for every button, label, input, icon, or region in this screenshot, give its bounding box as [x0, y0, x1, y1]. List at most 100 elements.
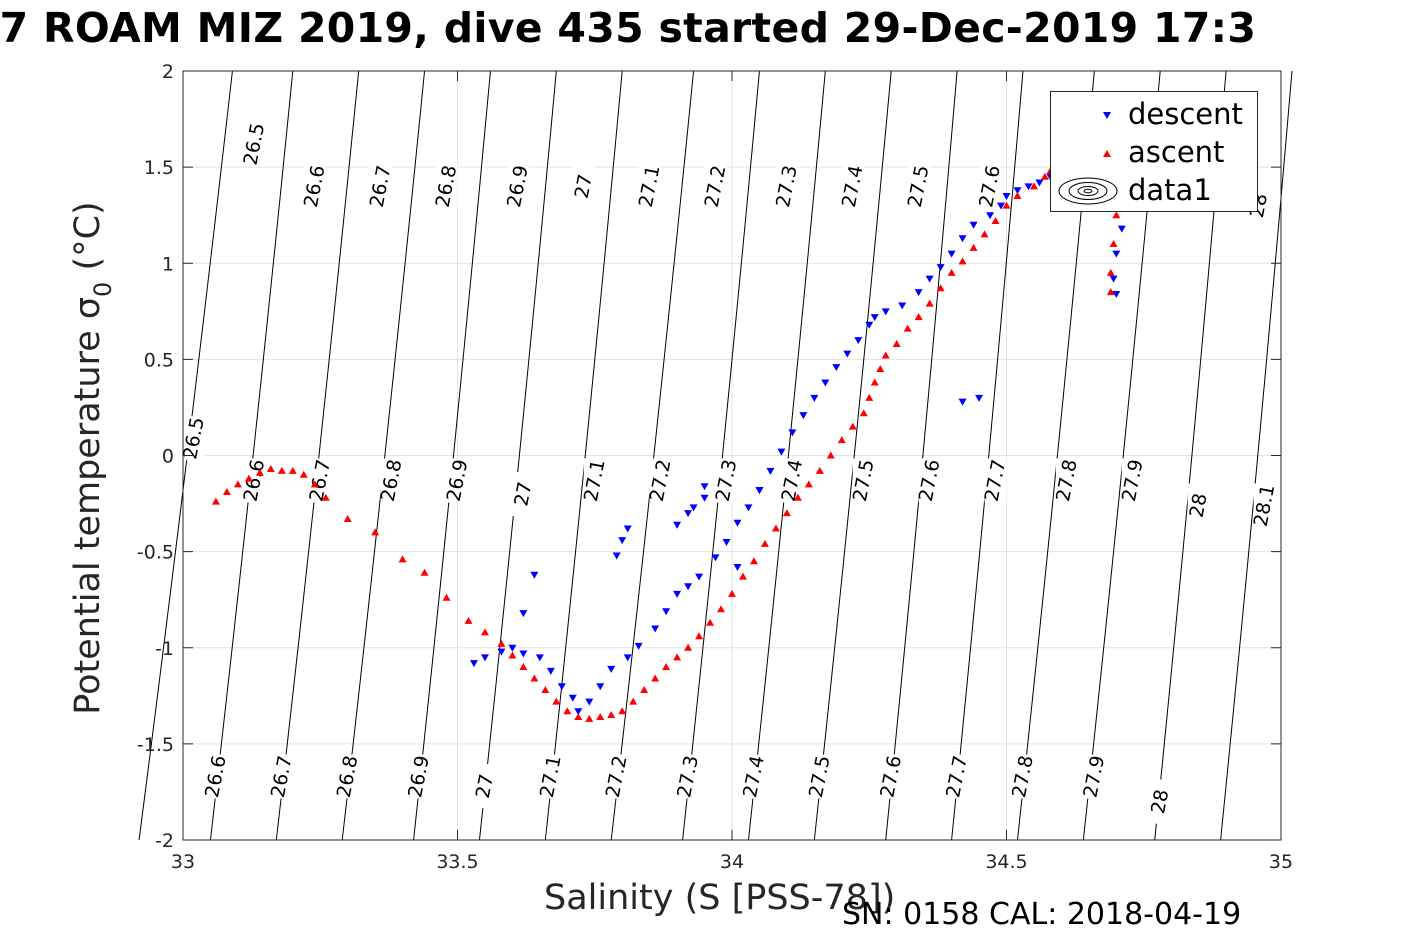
data-point-descent [788, 429, 797, 437]
data-point-ascent [420, 568, 429, 576]
isopycnal-label-bg [204, 754, 227, 799]
data-point-ascent [299, 470, 308, 478]
data-point-descent [722, 539, 731, 547]
data-point-ascent [903, 324, 912, 332]
data-point-ascent [651, 674, 660, 682]
isopycnal-label-bg [979, 164, 1002, 209]
x-tick-label: 35 [1269, 851, 1293, 873]
data-point-ascent [892, 339, 901, 347]
isopycnal-line [813, 70, 892, 841]
data-point-descent [799, 412, 808, 420]
data-point-ascent [925, 299, 934, 307]
isopycnal-label-bg [1187, 483, 1210, 528]
legend-item-data1: data1 [1051, 173, 1257, 209]
data-point-ascent [865, 393, 874, 401]
isopycnal-label-bg [539, 754, 562, 799]
data-point-descent [755, 487, 764, 495]
y-axis-label-main: Potential temperature [68, 319, 108, 715]
y-tick-label: -2 [155, 830, 174, 852]
legend-label: data1 [1128, 173, 1212, 207]
chart-title: 537 ROAM MIZ 2019, dive 435 started 29-D… [0, 4, 1257, 52]
y-tick-label: 0.5 [144, 349, 174, 371]
data-point-descent [733, 519, 742, 527]
data-point-ascent [760, 539, 769, 547]
y-tick-label: -0.5 [137, 542, 174, 564]
data-point-descent [733, 564, 742, 572]
data-point-ascent [738, 572, 747, 580]
data-point-ascent [277, 466, 286, 474]
isopycnal-label-bg [880, 754, 903, 799]
isopycnal-label-bg [808, 754, 831, 799]
data-point-descent [865, 321, 874, 329]
data-point-ascent [371, 528, 380, 536]
data-point-descent [975, 394, 984, 402]
data-point-ascent [662, 662, 671, 670]
legend-item-ascent: ascent [1051, 135, 1257, 171]
data-point-descent [634, 642, 643, 650]
data-point-ascent [310, 480, 319, 488]
data-point-ascent [398, 555, 407, 563]
isopycnal-label-bg [742, 754, 765, 799]
isopycnal-line [275, 70, 360, 841]
isopycnal-label-bg [704, 164, 727, 209]
data-point-descent [1112, 291, 1121, 299]
data-point-descent [469, 660, 478, 668]
y-axis-label-unit: (°C) [68, 201, 108, 282]
legend-label: ascent [1128, 135, 1225, 169]
data-point-ascent [876, 364, 885, 372]
legend: descent ascent data1 [1050, 91, 1258, 212]
data-point-descent [1035, 179, 1044, 187]
isopycnal-label-bg [408, 754, 431, 799]
data-point-ascent [266, 464, 275, 472]
data-point-ascent [826, 451, 835, 459]
data-point-ascent [585, 714, 594, 722]
data-point-ascent [343, 514, 352, 522]
isopycnal-line [209, 70, 294, 841]
data-point-descent [662, 608, 671, 616]
isopycnal-label-bg [583, 458, 606, 503]
data-point-ascent [629, 697, 638, 705]
x-tick-label: 34.5 [985, 851, 1027, 873]
y-tick-label: 1.5 [144, 157, 174, 179]
isopycnal-line [951, 70, 1024, 841]
data-point-ascent [222, 488, 231, 496]
data-point-descent [997, 202, 1006, 210]
data-point-descent [925, 275, 934, 283]
x-tick-label: 34 [720, 851, 744, 873]
isopycnal-label-bg [775, 164, 798, 209]
y-tick-label: 1 [162, 253, 174, 275]
data-point-ascent [958, 257, 967, 265]
isopycnal-label-bg [572, 164, 595, 209]
data-point-ascent [793, 493, 802, 501]
isopycnal-label-bg [946, 754, 969, 799]
isopycnal-labels: 26.526.6 26.7 26.8 26.9 27 27.1 27.2 27.3 27.4 27… [179, 121, 1279, 824]
isopycnal-label-bg [841, 164, 864, 209]
data-point-descent [854, 337, 863, 345]
data-point-ascent [804, 480, 813, 488]
triangle-down-icon [1103, 112, 1111, 119]
data-point-ascent [596, 712, 605, 720]
data-point-ascent [1040, 172, 1049, 180]
isopycnal-label: 27 [510, 480, 536, 508]
isopycnal-label-bg [1149, 779, 1172, 824]
data-point-ascent [497, 639, 506, 647]
isopycnal-label-bg [781, 458, 804, 503]
data-point-descent [684, 583, 693, 591]
isopycnal-label-bg [677, 754, 700, 799]
isopycnal-label-bg [446, 458, 469, 503]
data-point-descent [936, 264, 945, 272]
data-point-ascent [914, 313, 923, 321]
data-point-ascent [288, 466, 297, 474]
x-axis-label: Salinity (S [PSS-78]) [544, 878, 896, 918]
data-point-descent [557, 683, 566, 691]
isopycnal-label: 28 [1147, 788, 1173, 816]
y-axis-label: Potential temperature σ0 (°C) [68, 201, 117, 715]
isopycnal-label-bg [638, 164, 661, 209]
data-point-ascent [673, 653, 682, 661]
data-point-ascent [563, 707, 572, 715]
y-tick-label: 0 [162, 446, 174, 468]
contour-icon [1058, 177, 1118, 205]
data-point-descent [535, 654, 544, 662]
data-point-descent [843, 350, 852, 358]
isopycnal-label-bg [649, 458, 672, 503]
